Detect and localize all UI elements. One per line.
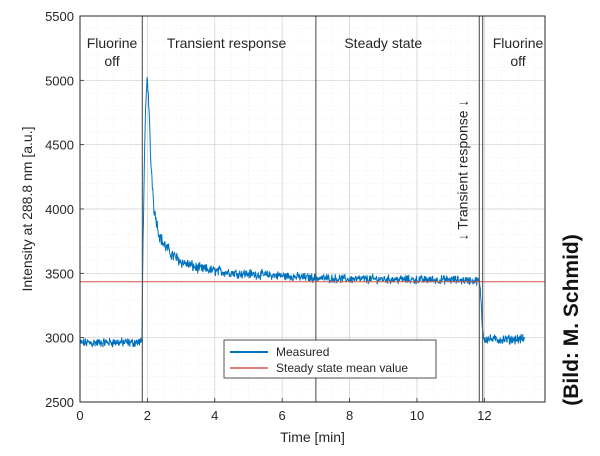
x-tick-label: 6	[279, 408, 286, 423]
series-layer	[79, 76, 545, 349]
x-tick-label: 8	[346, 408, 353, 423]
y-tick-label: 5000	[45, 73, 74, 88]
x-tick-label: 0	[76, 408, 83, 423]
legend-box	[223, 339, 437, 379]
legend: Measured Steady state mean value	[223, 339, 437, 379]
y-axis-title: Intensity at 288.8 nm [a.u.]	[19, 127, 35, 292]
y-tick-label: 3500	[45, 266, 74, 281]
y-tick-label: 4000	[45, 202, 74, 217]
legend-label-measured: Measured	[276, 345, 329, 359]
legend-label-mean: Steady state mean value	[276, 361, 408, 375]
y-tick-label: 2500	[45, 395, 74, 410]
region-label: Steady state	[344, 35, 422, 51]
region-label: Fluorine off	[493, 35, 544, 69]
x-tick-label: 2	[144, 408, 151, 423]
transient-annotation: ↓ Transient response ↓	[455, 100, 471, 241]
region-label: Fluorine off	[87, 35, 138, 69]
y-tick-label: 5500	[45, 9, 74, 24]
region-labels: Fluorine off Transient response Steady stat…	[87, 35, 544, 69]
image-credit: (Bild: M. Schmid)	[560, 234, 583, 406]
x-axis-title: Time [min]	[280, 429, 345, 445]
tick-labels: 0 2 4 6 8 10 12 2500 3000 3500 4000 4500 5000 5500	[45, 9, 492, 423]
x-tick-label: 10	[410, 408, 424, 423]
region-label: Transient response	[167, 35, 287, 51]
y-tick-label: 3000	[45, 331, 74, 346]
x-tick-label: 4	[211, 408, 218, 423]
vertical-lines	[141, 16, 484, 402]
x-tick-label: 12	[477, 408, 491, 423]
y-tick-label: 4500	[45, 138, 74, 153]
